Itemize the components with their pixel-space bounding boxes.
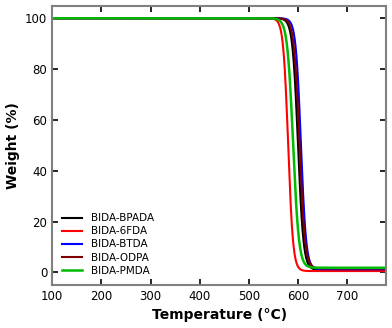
BIDA-BTDA: [108, 16, 113, 20]
Line: BIDA-6FDA: BIDA-6FDA: [52, 18, 387, 271]
BIDA-6FDA: [377, 269, 382, 273]
BIDA-BTDA: [88, 16, 93, 20]
BIDA-BPADA: [108, 16, 113, 20]
BIDA-6FDA: [88, 16, 93, 20]
BIDA-PMDA: [50, 16, 54, 20]
BIDA-BPADA: [341, 268, 346, 272]
BIDA-ODPA: [108, 16, 113, 20]
BIDA-BTDA: [384, 267, 389, 271]
BIDA-6FDA: [178, 16, 183, 20]
BIDA-ODPA: [341, 267, 346, 271]
BIDA-BTDA: [192, 16, 197, 20]
BIDA-ODPA: [192, 16, 197, 20]
BIDA-PMDA: [341, 266, 346, 270]
X-axis label: Temperature (°C): Temperature (°C): [152, 308, 287, 322]
BIDA-6FDA: [50, 16, 54, 20]
Line: BIDA-PMDA: BIDA-PMDA: [52, 18, 387, 268]
BIDA-ODPA: [384, 267, 389, 271]
BIDA-BTDA: [377, 267, 382, 271]
BIDA-PMDA: [192, 16, 197, 20]
BIDA-ODPA: [377, 267, 382, 271]
BIDA-BPADA: [88, 16, 93, 20]
BIDA-PMDA: [178, 16, 183, 20]
BIDA-6FDA: [192, 16, 197, 20]
BIDA-ODPA: [88, 16, 93, 20]
Y-axis label: Weight (%): Weight (%): [5, 102, 20, 189]
BIDA-BPADA: [50, 16, 54, 20]
BIDA-PMDA: [377, 266, 382, 270]
BIDA-BPADA: [377, 268, 382, 272]
BIDA-PMDA: [88, 16, 93, 20]
Line: BIDA-BPADA: BIDA-BPADA: [52, 18, 387, 270]
BIDA-6FDA: [341, 269, 346, 273]
BIDA-BPADA: [178, 16, 183, 20]
BIDA-BPADA: [192, 16, 197, 20]
BIDA-6FDA: [108, 16, 113, 20]
BIDA-BTDA: [178, 16, 183, 20]
BIDA-6FDA: [384, 269, 389, 273]
BIDA-BTDA: [50, 16, 54, 20]
Legend: BIDA-BPADA, BIDA-6FDA, BIDA-BTDA, BIDA-ODPA, BIDA-PMDA: BIDA-BPADA, BIDA-6FDA, BIDA-BTDA, BIDA-O…: [58, 209, 158, 280]
BIDA-PMDA: [108, 16, 113, 20]
BIDA-ODPA: [50, 16, 54, 20]
BIDA-PMDA: [384, 266, 389, 270]
BIDA-BPADA: [384, 268, 389, 272]
BIDA-6FDA: [384, 269, 388, 273]
BIDA-ODPA: [178, 16, 183, 20]
Line: BIDA-BTDA: BIDA-BTDA: [52, 18, 387, 269]
BIDA-BTDA: [341, 267, 346, 271]
Line: BIDA-ODPA: BIDA-ODPA: [52, 18, 387, 269]
